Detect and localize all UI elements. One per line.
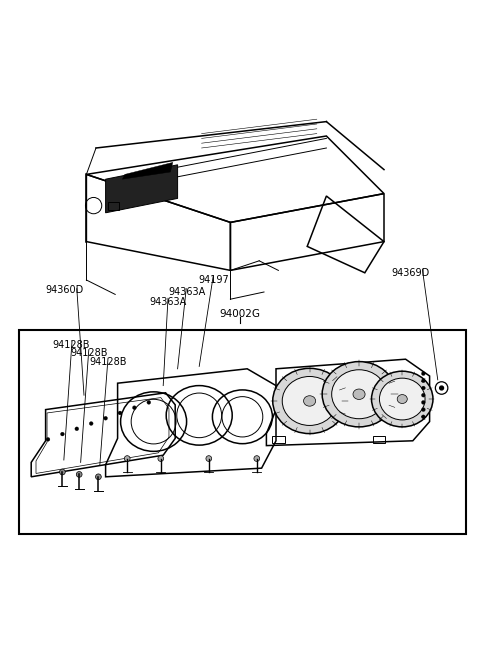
Polygon shape xyxy=(122,163,173,179)
Ellipse shape xyxy=(273,368,347,434)
Bar xyxy=(19,331,466,535)
Bar xyxy=(272,436,285,443)
Ellipse shape xyxy=(322,361,396,427)
Ellipse shape xyxy=(332,370,386,419)
Circle shape xyxy=(118,411,122,415)
Circle shape xyxy=(421,379,425,382)
Circle shape xyxy=(440,386,444,390)
Circle shape xyxy=(421,394,425,397)
Bar xyxy=(108,202,119,211)
Circle shape xyxy=(421,400,425,404)
Circle shape xyxy=(104,417,108,420)
Circle shape xyxy=(254,456,260,461)
Circle shape xyxy=(124,456,130,461)
Circle shape xyxy=(89,422,93,426)
Text: 94002G: 94002G xyxy=(219,308,261,319)
Text: 94128B: 94128B xyxy=(52,340,90,350)
Text: 94363A: 94363A xyxy=(149,297,187,306)
Circle shape xyxy=(96,474,101,480)
Circle shape xyxy=(60,432,64,436)
Circle shape xyxy=(76,472,82,478)
Bar xyxy=(373,436,385,443)
Circle shape xyxy=(421,372,425,375)
Circle shape xyxy=(75,427,79,431)
Circle shape xyxy=(132,406,136,409)
Ellipse shape xyxy=(397,395,407,403)
Circle shape xyxy=(158,456,164,461)
Circle shape xyxy=(421,386,425,390)
Text: 94128B: 94128B xyxy=(70,348,108,358)
Circle shape xyxy=(60,469,65,475)
Circle shape xyxy=(206,456,212,461)
Ellipse shape xyxy=(379,378,425,420)
Ellipse shape xyxy=(353,389,365,400)
Text: 94360D: 94360D xyxy=(46,285,84,295)
Text: 94363A: 94363A xyxy=(168,287,206,297)
Circle shape xyxy=(46,438,50,441)
Circle shape xyxy=(421,415,425,419)
Ellipse shape xyxy=(303,396,316,406)
Text: 94128B: 94128B xyxy=(89,357,127,367)
Ellipse shape xyxy=(282,377,337,426)
Circle shape xyxy=(147,400,151,404)
Ellipse shape xyxy=(372,371,433,427)
Circle shape xyxy=(421,407,425,411)
Polygon shape xyxy=(106,165,178,213)
Text: 94197: 94197 xyxy=(198,275,229,285)
Text: 94369D: 94369D xyxy=(391,268,430,277)
